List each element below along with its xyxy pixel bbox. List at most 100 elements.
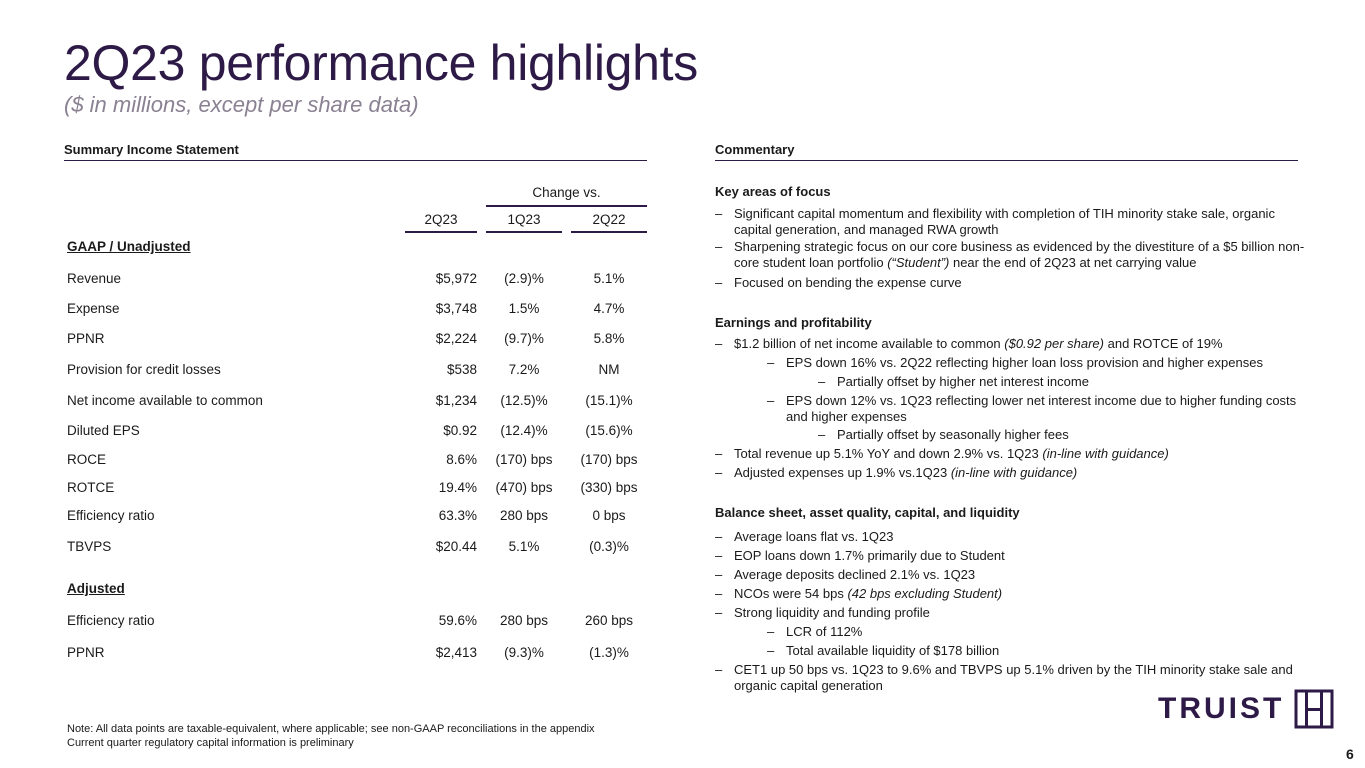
- row-change-2q22: (330) bps: [580, 480, 638, 495]
- row-label: ROTCE: [67, 480, 115, 495]
- gaap-group-label: GAAP / Unadjusted: [67, 239, 191, 254]
- row-change-2q22: (1.3)%: [589, 645, 629, 660]
- dash-bullet: –: [715, 567, 723, 582]
- bullet-text: Significant capital momentum and flexibi…: [734, 206, 1275, 237]
- row-change-1q23: 280 bps: [499, 613, 549, 628]
- table-row: PPNR $2,224 (9.7)% 5.8%: [67, 331, 647, 349]
- list-item: – Average loans flat vs. 1Q23: [715, 529, 1315, 545]
- logo-wordmark: TRUIST: [1158, 692, 1285, 725]
- dash-bullet: –: [818, 427, 826, 442]
- dash-bullet: –: [715, 662, 723, 677]
- truist-logo-mark-icon: [1294, 689, 1334, 729]
- focus-subheading: Key areas of focus: [715, 184, 831, 199]
- row-change-1q23: (470) bps: [495, 480, 553, 495]
- list-item: – Partially offset by higher net interes…: [818, 374, 1298, 390]
- row-value-2q23: 8.6%: [446, 452, 477, 467]
- row-value-2q23: $3,748: [435, 301, 477, 316]
- bullet-text: Partially offset by seasonally higher fe…: [837, 427, 1069, 442]
- row-change-2q22: (170) bps: [580, 452, 638, 467]
- adjusted-group-label: Adjusted: [67, 581, 125, 596]
- list-item: – Focused on bending the expense curve: [715, 275, 1315, 291]
- dash-bullet: –: [715, 206, 723, 221]
- row-change-2q22: 5.1%: [593, 271, 625, 286]
- row-label: Diluted EPS: [67, 423, 140, 438]
- earnings-subheading: Earnings and profitability: [715, 315, 872, 330]
- dash-bullet: –: [715, 446, 723, 461]
- dash-bullet: –: [715, 548, 723, 563]
- row-value-2q23: $5,972: [435, 271, 477, 286]
- page-number: 6: [1346, 746, 1354, 762]
- row-label: Revenue: [67, 271, 122, 286]
- table-row: Expense $3,748 1.5% 4.7%: [67, 301, 647, 319]
- bullet-text: Average deposits declined 2.1% vs. 1Q23: [734, 567, 976, 582]
- bullet-text: Partially offset by higher net interest …: [837, 374, 1089, 389]
- row-change-1q23: (12.4)%: [500, 423, 548, 438]
- bullet-text: EOP loans down 1.7% primarily due to Stu…: [734, 548, 1005, 563]
- list-item: – Adjusted expenses up 1.9% vs.1Q23 (in-…: [715, 465, 1315, 481]
- table-row: Revenue $5,972 (2.9)% 5.1%: [67, 271, 647, 289]
- list-item: – EOP loans down 1.7% primarily due to S…: [715, 548, 1315, 564]
- bullet-text: LCR of 112%: [786, 624, 863, 639]
- row-label: Expense: [67, 301, 120, 316]
- row-change-1q23: 7.2%: [508, 362, 540, 377]
- row-value-2q23: $1,234: [435, 393, 477, 408]
- row-value-2q23: 59.6%: [438, 613, 477, 628]
- page-title: 2Q23 performance highlights: [64, 35, 698, 91]
- list-item: – Total available liquidity of $178 bill…: [767, 643, 1307, 659]
- row-label: ROCE: [67, 452, 107, 467]
- row-change-1q23: (2.9)%: [504, 271, 544, 286]
- bullet-text: Average loans flat vs. 1Q23: [734, 529, 894, 544]
- row-label: Efficiency ratio: [67, 508, 155, 523]
- row-change-1q23: 1.5%: [508, 301, 540, 316]
- dash-bullet: –: [818, 374, 826, 389]
- row-value-2q23: $2,413: [435, 645, 477, 660]
- table-row: TBVPS $20.44 5.1% (0.3)%: [67, 539, 647, 557]
- list-item: – CET1 up 50 bps vs. 1Q23 to 9.6% and TB…: [715, 662, 1315, 694]
- row-value-2q23: 19.4%: [438, 480, 477, 495]
- bullet-text: Strong liquidity and funding profile: [734, 605, 930, 620]
- row-change-2q22: 5.8%: [593, 331, 625, 346]
- row-label: Net income available to common: [67, 393, 263, 408]
- dash-bullet: –: [715, 465, 723, 480]
- row-label: PPNR: [67, 331, 105, 346]
- bullet-text: Focused on bending the expense curve: [734, 275, 962, 290]
- table-row: ROCE 8.6% (170) bps (170) bps: [67, 452, 647, 470]
- bullet-text: Adjusted expenses up 1.9% vs.1Q23 (in-li…: [734, 465, 1078, 480]
- row-value-2q23: $538: [446, 362, 477, 377]
- dash-bullet: –: [767, 393, 775, 408]
- row-change-2q22: (15.6)%: [585, 423, 633, 438]
- commentary-header: Commentary: [715, 142, 1298, 161]
- bullet-text: CET1 up 50 bps vs. 1Q23 to 9.6% and TBVP…: [734, 662, 1293, 693]
- table-row: Efficiency ratio 63.3% 280 bps 0 bps: [67, 508, 647, 526]
- bullet-text: NCOs were 54 bps (42 bps excluding Stude…: [734, 586, 1003, 601]
- list-item: – Average deposits declined 2.1% vs. 1Q2…: [715, 567, 1315, 583]
- list-item: – $1.2 billion of net income available t…: [715, 336, 1315, 352]
- table-row: PPNR $2,413 (9.3)% (1.3)%: [67, 645, 647, 663]
- column-header-2q23: 2Q23: [405, 212, 477, 233]
- row-change-1q23: 5.1%: [508, 539, 540, 554]
- row-value-2q23: $0.92: [443, 423, 477, 438]
- summary-income-statement-header: Summary Income Statement: [64, 142, 647, 161]
- row-change-2q22: (15.1)%: [585, 393, 633, 408]
- bullet-text: EPS down 16% vs. 2Q22 reflecting higher …: [786, 355, 1263, 370]
- list-item: – Strong liquidity and funding profile: [715, 605, 1315, 621]
- row-label: PPNR: [67, 645, 105, 660]
- list-item: – Total revenue up 5.1% YoY and down 2.9…: [715, 446, 1315, 462]
- dash-bullet: –: [715, 275, 723, 290]
- bullet-text: Total available liquidity of $178 billio…: [786, 643, 1000, 658]
- table-row: Provision for credit losses $538 7.2% NM: [67, 362, 647, 380]
- row-change-2q22: 4.7%: [593, 301, 625, 316]
- row-change-2q22: 0 bps: [592, 508, 626, 523]
- table-row: Diluted EPS $0.92 (12.4)% (15.6)%: [67, 423, 647, 441]
- row-value-2q23: 63.3%: [438, 508, 477, 523]
- dash-bullet: –: [767, 643, 775, 658]
- dash-bullet: –: [715, 586, 723, 601]
- table-row: Efficiency ratio 59.6% 280 bps 260 bps: [67, 613, 647, 631]
- page-subtitle: ($ in millions, except per share data): [64, 92, 419, 117]
- column-header-1q23: 1Q23: [486, 212, 562, 233]
- row-change-1q23: (9.7)%: [504, 331, 544, 346]
- dash-bullet: –: [767, 624, 775, 639]
- row-change-1q23: (12.5)%: [500, 393, 548, 408]
- truist-logo: TRUIST: [1158, 689, 1334, 729]
- footnote-regulatory-capital: Current quarter regulatory capital infor…: [67, 737, 354, 749]
